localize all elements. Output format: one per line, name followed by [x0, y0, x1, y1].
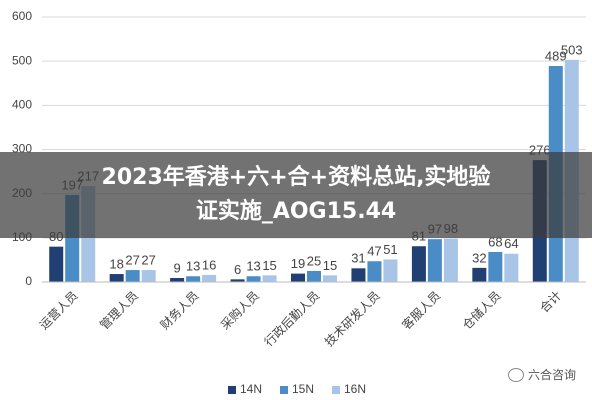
data-label: 68 [488, 234, 502, 249]
bar [141, 270, 156, 282]
x-tick-label: 采购人员 [217, 288, 262, 333]
bar [443, 238, 458, 282]
data-label: 27 [125, 253, 139, 268]
bar [488, 251, 503, 282]
bar [472, 267, 487, 282]
bar [202, 274, 217, 282]
bar [109, 274, 124, 282]
data-label: 32 [472, 250, 486, 265]
x-tick-label: 管理人员 [96, 288, 141, 333]
x-tick-label: 合计 [537, 288, 565, 316]
y-tick-label: 0 [25, 274, 32, 288]
banner: 2023年香港+六+合+资料总站,实地验 证实施_AOG15.44 [0, 152, 592, 238]
bar [230, 279, 245, 282]
x-tick-label: 行政后勤人员 [262, 288, 323, 349]
data-label: 18 [109, 256, 123, 271]
data-label: 64 [504, 236, 518, 251]
watermark-text: 六合咨询 [527, 368, 576, 382]
bar [411, 246, 426, 282]
data-label: 16 [202, 257, 216, 272]
x-tick-label: 技术研发人员 [321, 288, 383, 350]
bar [367, 261, 382, 282]
data-label: 51 [383, 242, 397, 257]
x-tick-label: 客服人员 [399, 288, 444, 333]
data-label: 25 [307, 253, 321, 268]
data-label: 47 [367, 244, 381, 259]
bar [186, 276, 201, 282]
legend-label: 15N [292, 382, 314, 396]
bar [323, 275, 337, 282]
legend-label: 14N [240, 382, 262, 396]
data-label: 15 [262, 258, 276, 273]
bar [262, 275, 277, 282]
bar [125, 270, 140, 282]
data-label: 489 [545, 48, 567, 63]
data-label: 13 [186, 259, 200, 274]
legend-label: 16N [344, 382, 366, 396]
watermark-icon [507, 367, 524, 382]
bar [291, 273, 305, 282]
bar [307, 270, 321, 282]
bar [383, 259, 398, 282]
data-label: 9 [173, 260, 180, 275]
data-label: 503 [561, 42, 583, 57]
legend-swatch [228, 386, 236, 394]
bar [246, 276, 261, 282]
y-tick-label: 600 [12, 9, 32, 23]
bar [351, 268, 366, 282]
data-label: 27 [141, 253, 155, 268]
bar [170, 278, 185, 282]
bar [49, 246, 64, 282]
bar [504, 253, 519, 282]
banner-line: 证实施_AOG15.44 [195, 199, 397, 224]
y-tick-label: 400 [12, 98, 32, 112]
data-label: 13 [246, 259, 260, 274]
x-tick-label: 运营人员 [37, 288, 81, 332]
legend-swatch [280, 386, 288, 394]
legend-swatch [332, 386, 340, 394]
data-label: 19 [291, 256, 305, 271]
data-label: 31 [351, 251, 365, 266]
y-tick-label: 500 [12, 53, 32, 67]
bar [427, 239, 442, 282]
x-tick-label: 仓储人员 [459, 288, 504, 333]
watermark: 六合咨询 [507, 366, 576, 383]
data-label: 15 [323, 258, 337, 273]
x-tick-label: 财务人员 [157, 288, 202, 333]
banner-line: 2023年香港+六+合+资料总站,实地验 [101, 165, 491, 190]
data-label: 6 [234, 262, 241, 277]
